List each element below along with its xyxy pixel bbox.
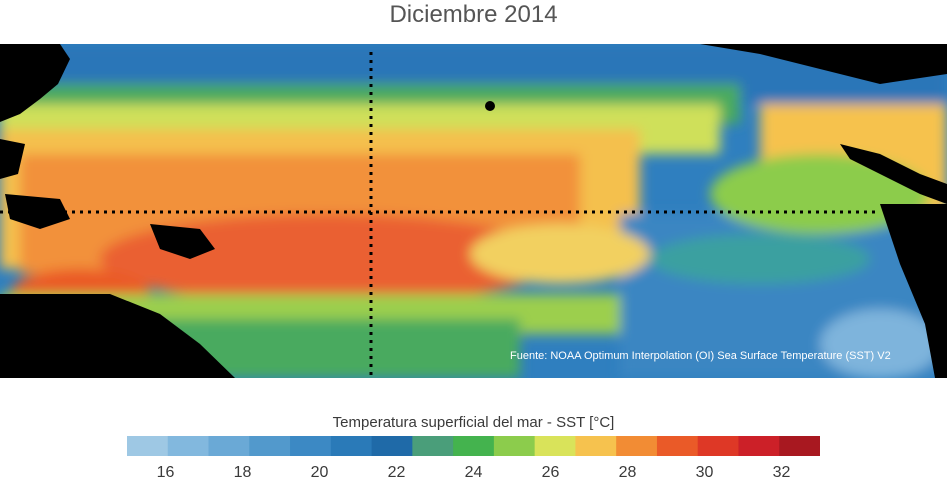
colorbar-segment xyxy=(127,436,169,456)
colorbar-tick-label: 32 xyxy=(773,464,791,480)
asia-landmass xyxy=(0,44,70,122)
colorbar-segment xyxy=(738,436,780,456)
colorbar-tick-label: 16 xyxy=(157,464,175,480)
colorbar-tick-label: 20 xyxy=(311,464,329,480)
colorbar-segment xyxy=(453,436,495,456)
reference-lines xyxy=(0,52,880,378)
hawaii-islands xyxy=(485,101,495,111)
indochina-landmass xyxy=(0,139,25,179)
colorbar-segment xyxy=(167,436,210,456)
colorbar-segment xyxy=(575,436,617,456)
colorbar-segment xyxy=(330,436,373,456)
colorbar-tick-label: 26 xyxy=(542,464,560,480)
central-america xyxy=(840,144,947,204)
colorbar-segment xyxy=(697,436,739,456)
colorbar-segment xyxy=(249,436,291,456)
colorbar-segment xyxy=(412,436,454,456)
colorbar-tick-label: 28 xyxy=(619,464,637,480)
colorbar-tick-label: 24 xyxy=(465,464,483,480)
colorbar-segment xyxy=(656,436,699,456)
colorbar-tick-label: 22 xyxy=(388,464,406,480)
colorbar: 16 18 20 22 24 26 28 30 32 xyxy=(127,436,820,480)
australia xyxy=(0,294,235,378)
colorbar-label: Temperatura superficial del mar - SST [°… xyxy=(332,414,615,431)
colorbar-segment xyxy=(371,436,413,456)
colorbar-segment xyxy=(290,436,332,456)
map-title: Diciembre 2014 xyxy=(389,1,558,28)
source-note: Fuente: NOAA Optimum Interpolation (OI) … xyxy=(510,350,891,362)
south-america xyxy=(880,204,947,378)
colorbar-tick-label: 30 xyxy=(696,464,714,480)
colorbar-segment xyxy=(616,436,658,456)
colorbar-segment xyxy=(208,436,250,456)
colorbar-segment xyxy=(493,436,536,456)
sst-map xyxy=(0,44,947,378)
colorbar-segment xyxy=(779,436,820,456)
maritime-continent xyxy=(5,194,70,229)
north-america xyxy=(700,44,947,84)
colorbar-tick-label: 18 xyxy=(234,464,252,480)
colorbar-segment xyxy=(534,436,576,456)
land-masses xyxy=(0,44,947,378)
new-guinea xyxy=(150,224,215,259)
